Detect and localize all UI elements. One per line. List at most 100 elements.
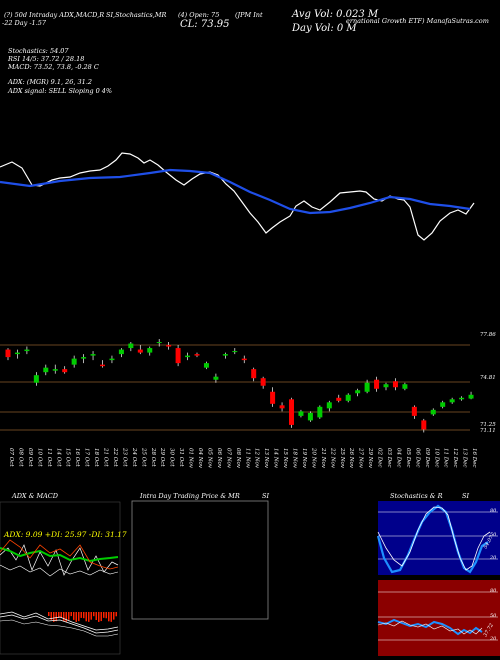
- moving-average-line: [0, 168, 471, 215]
- candle-body: [345, 394, 351, 401]
- candle-body: [62, 369, 68, 373]
- macd-bar: [80, 612, 82, 618]
- stoch-bg: [378, 501, 500, 575]
- rsi-level-80: 80: [490, 588, 497, 594]
- stoch-panel-title: Stochastics & R: [390, 492, 443, 500]
- date-label: 10 Oct: [36, 448, 42, 467]
- candle-body: [421, 420, 427, 430]
- adx-signal: ADX signal: SELL Sloping 0 4%: [8, 87, 113, 95]
- candle-body: [185, 355, 191, 358]
- macd-bar: [98, 612, 100, 622]
- level-label-1: 77.86: [480, 332, 496, 338]
- candle-body: [430, 409, 436, 415]
- rsi-level-20: 20: [490, 636, 497, 642]
- macd-bar: [75, 612, 77, 622]
- date-label: 02 Dec: [377, 448, 383, 468]
- candle-body: [260, 378, 266, 386]
- price-line: [0, 152, 475, 241]
- candle-body: [175, 348, 181, 364]
- date-label: 25 Nov: [339, 447, 345, 469]
- date-label: 03 Dec: [386, 448, 392, 468]
- adx-values: ADX: 9.09 +DI: 25.97 -DI: 31.17: [4, 530, 127, 539]
- date-label: 05 Nov: [206, 448, 212, 469]
- candle-body: [71, 358, 77, 365]
- candle-body: [402, 384, 408, 389]
- candle-body: [109, 358, 115, 361]
- header-title-1: (?) 50d Intraday ADX,MACD,R: [4, 11, 105, 19]
- macd-bar: [55, 612, 57, 622]
- date-label: 27 Nov: [358, 447, 364, 469]
- macd-bar: [73, 612, 75, 620]
- candle-body: [459, 397, 465, 400]
- macd-bar: [83, 612, 85, 619]
- candle-body: [307, 412, 313, 421]
- macd-bar: [68, 612, 70, 620]
- candle-body: [374, 379, 380, 389]
- macd-line: [0, 611, 119, 631]
- stoch-panel-si: SI: [462, 492, 470, 500]
- candle-body: [81, 357, 87, 359]
- header-open: (4) Open: 75: [178, 11, 220, 19]
- date-label: 15 Oct: [65, 448, 71, 467]
- candle-body: [128, 343, 134, 349]
- date-label: 01 Nov: [188, 448, 194, 469]
- date-label: 21 Oct: [103, 447, 109, 467]
- macd-bar: [63, 612, 65, 622]
- day-vol: Day Vol: 0 M: [292, 23, 357, 34]
- date-label: 29 Oct: [159, 447, 165, 467]
- adx-panel-frame: [0, 501, 121, 655]
- date-label: 19 Nov: [301, 448, 307, 469]
- date-label: 23 Oct: [121, 447, 127, 467]
- candle-body: [232, 351, 238, 353]
- date-label: 21 Nov: [320, 447, 326, 469]
- candle-body: [118, 349, 124, 355]
- date-label: 11 Oct: [46, 448, 52, 467]
- macd-bar: [88, 612, 90, 622]
- macd-bar: [100, 612, 102, 622]
- stoch-level-50: 50: [490, 532, 497, 538]
- plus-di-line: [0, 547, 119, 563]
- candle-body: [364, 382, 370, 392]
- candle-body: [411, 406, 417, 416]
- date-label: 04 Nov: [197, 448, 203, 469]
- date-label: 14 Oct: [55, 448, 61, 467]
- candle-body: [317, 406, 323, 418]
- candle-body: [468, 394, 474, 399]
- candle-body: [222, 354, 228, 356]
- candle-body: [5, 349, 11, 358]
- stoch-level-80: 80: [490, 508, 497, 514]
- stoch-d-line: [377, 506, 491, 571]
- candle-body: [90, 354, 96, 356]
- macd-bar: [115, 612, 117, 617]
- candle-body: [298, 411, 304, 416]
- macd-bar: [105, 612, 107, 619]
- date-label: 13 Nov: [263, 448, 269, 469]
- level-label-3: 71.25: [480, 422, 496, 428]
- candle-body: [52, 369, 58, 371]
- date-label: 09 Oct: [27, 448, 33, 467]
- date-label: 14 Nov: [273, 448, 279, 469]
- intraday-frame: [131, 500, 269, 620]
- candle-body: [449, 399, 455, 403]
- candles-group: [5, 339, 474, 433]
- date-axis: 07 Oct 08 Oct 09 Oct 10 Oct 11 Oct 14 Oct 15 O…: [8, 447, 477, 469]
- adx-panel-title: ADX & MACD: [12, 492, 58, 500]
- candle-body: [43, 367, 49, 373]
- date-label: 29 Nov: [367, 447, 373, 469]
- stoch-k-line: [376, 504, 489, 574]
- intraday-panel-title: Intra Day Trading Price & MR: [140, 492, 240, 500]
- macd-bar: [78, 612, 80, 622]
- date-label: 10 Dec: [433, 448, 439, 468]
- candle-body: [137, 349, 143, 353]
- candle-body: [100, 364, 105, 367]
- date-label: 12 Nov: [254, 448, 260, 469]
- date-label: 06 Dec: [414, 448, 420, 468]
- macd-histogram: [48, 612, 117, 622]
- date-label: 25 Oct: [140, 447, 146, 467]
- date-label: 22 Nov: [329, 447, 335, 469]
- candle-body: [289, 399, 294, 425]
